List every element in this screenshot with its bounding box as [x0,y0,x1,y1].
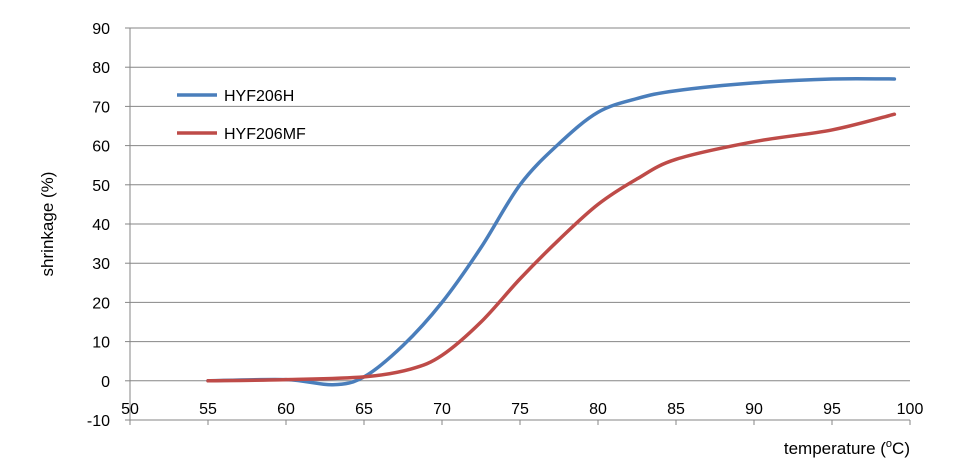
legend-label: HYF206H [224,88,294,105]
y-tick-label: 70 [92,99,110,116]
x-tick-label: 95 [823,401,841,418]
y-axis-label: shrinkage (%) [38,172,57,277]
y-tick-label: 40 [92,217,110,234]
y-tick-label: 60 [92,139,110,156]
x-tick-label: 60 [277,401,295,418]
x-tick-label: 65 [355,401,373,418]
x-tick-label: 80 [589,401,607,418]
x-tick-label: 50 [121,401,139,418]
legend: HYF206H HYF206MF [177,88,306,143]
legend-label: HYF206MF [224,126,306,143]
x-tick-label: 90 [745,401,763,418]
y-tick-label: -10 [87,413,110,430]
y-tick-label: 30 [92,256,110,273]
y-tick-label: 80 [92,60,110,77]
x-axis-label: temperature (oC) [784,438,910,458]
x-tick-label: 70 [433,401,451,418]
y-tick-label: 20 [92,295,110,312]
x-tick-label: 100 [897,401,924,418]
series-line-hyf206h [206,76,897,387]
x-tick-label: 85 [667,401,685,418]
y-tick-label: 50 [92,178,110,195]
x-tick-label: 55 [199,401,217,418]
y-tick-label: 10 [92,335,110,352]
x-tick-label: 75 [511,401,529,418]
y-tick-label: 0 [101,374,110,391]
y-tick-label: 90 [92,21,110,38]
series-line-hyf206mf [206,112,897,383]
